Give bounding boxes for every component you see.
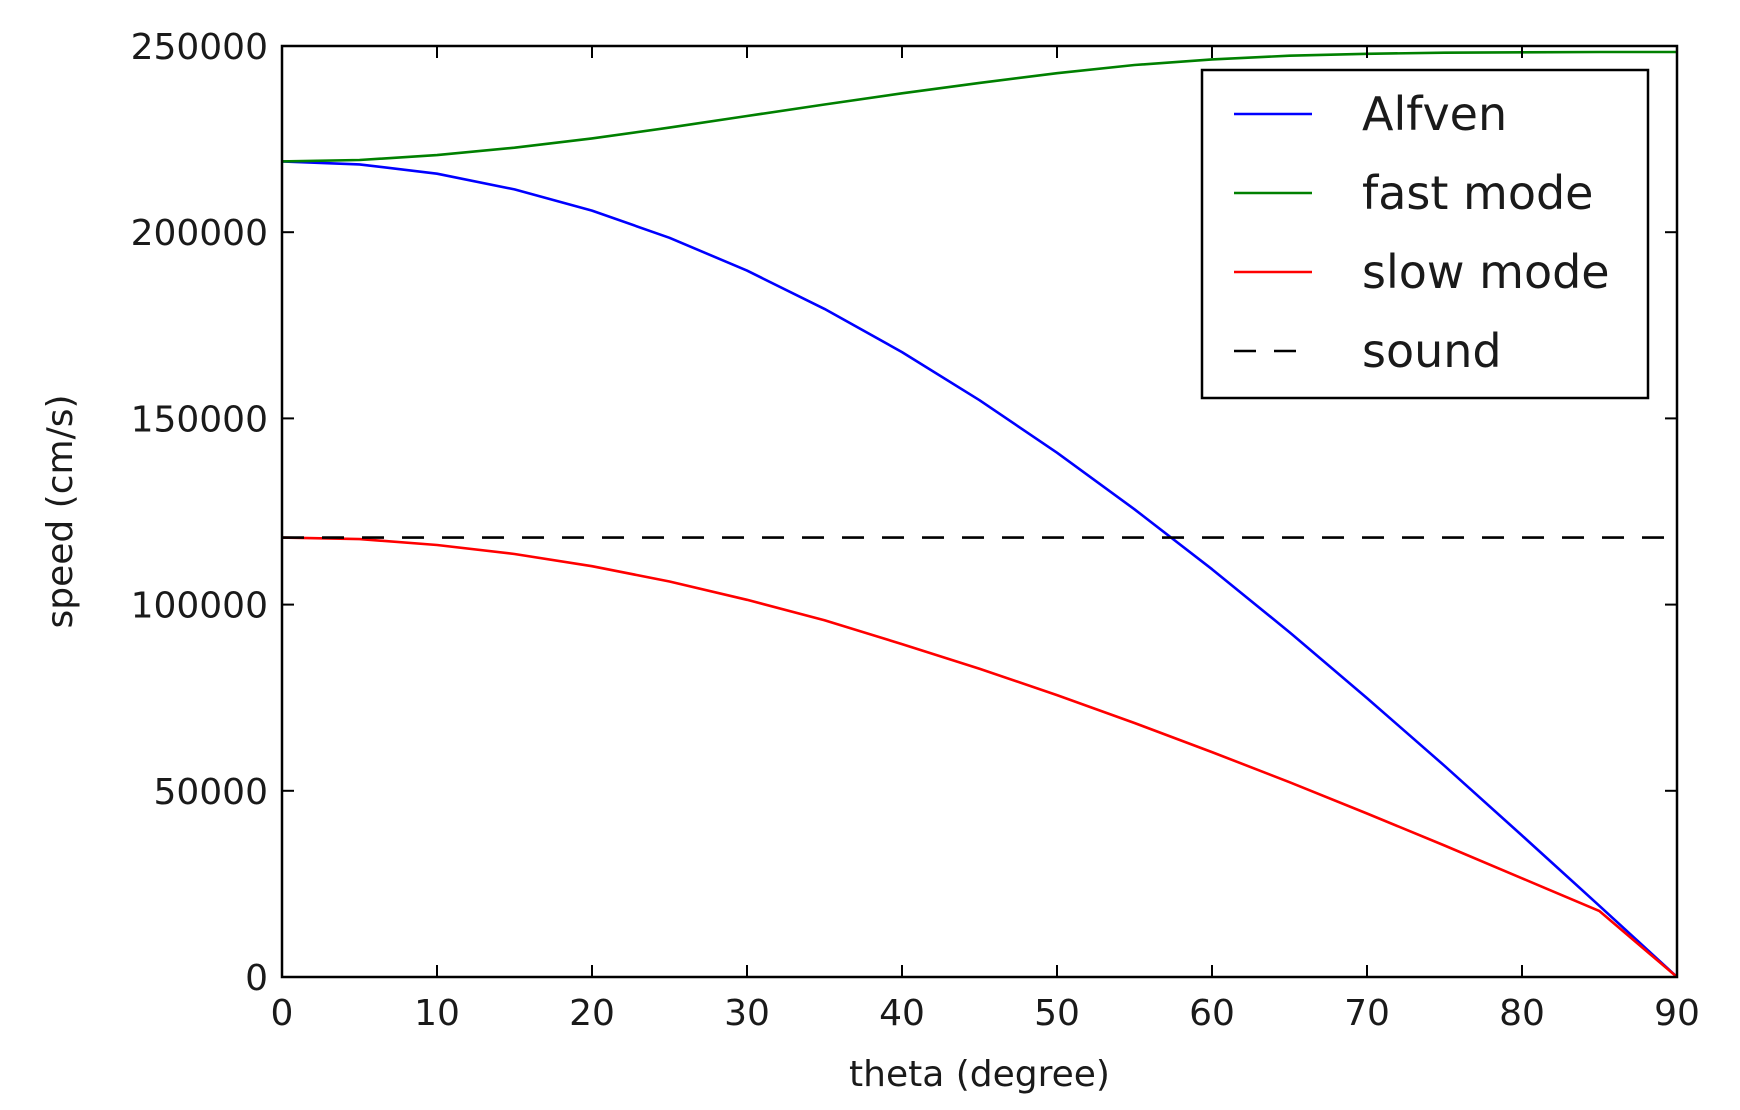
legend-label: Alfven <box>1362 87 1507 141</box>
y-axis-ticks: 0 50000 100000 150000 200000 250000 <box>131 27 1677 999</box>
legend-label: slow mode <box>1362 245 1610 299</box>
y-tick-label: 100000 <box>131 586 268 627</box>
y-tick-label: 0 <box>245 958 268 999</box>
axes-frame <box>280 44 1679 979</box>
series-line-slow-mode <box>281 536 1678 978</box>
x-tick-label: 70 <box>1344 993 1390 1034</box>
x-tick-label: 60 <box>1189 993 1235 1034</box>
series-line-alfven <box>281 160 1678 978</box>
x-tick-label: 50 <box>1034 993 1080 1034</box>
y-axis-label: speed (cm/s) <box>40 394 81 628</box>
x-tick-label: 30 <box>724 993 770 1034</box>
x-tick-label: 80 <box>1499 993 1545 1034</box>
x-tick-label: 20 <box>569 993 615 1034</box>
x-axis-ticks: 0 10 20 30 40 50 60 70 80 90 <box>271 46 1700 1034</box>
y-tick-label: 50000 <box>153 772 268 813</box>
y-tick-label: 200000 <box>131 213 268 254</box>
y-tick-label: 150000 <box>131 399 268 440</box>
x-tick-label: 0 <box>271 993 294 1034</box>
x-tick-label: 10 <box>414 993 460 1034</box>
plot-area: 0 10 20 30 40 50 60 70 80 90 0 50000 100000 150000 20… <box>131 27 1700 1034</box>
legend: Alfven fast mode slow mode sound <box>1200 68 1650 400</box>
x-tick-label: 90 <box>1654 993 1700 1034</box>
legend-box <box>1200 68 1650 400</box>
legend-label: sound <box>1362 324 1502 378</box>
y-tick-label: 250000 <box>131 27 268 68</box>
x-tick-label: 40 <box>879 993 925 1034</box>
legend-label: fast mode <box>1362 166 1593 220</box>
series-line-fast-mode <box>281 50 1677 163</box>
x-axis-label: theta (degree) <box>849 1054 1110 1095</box>
series-layer <box>281 50 1678 978</box>
